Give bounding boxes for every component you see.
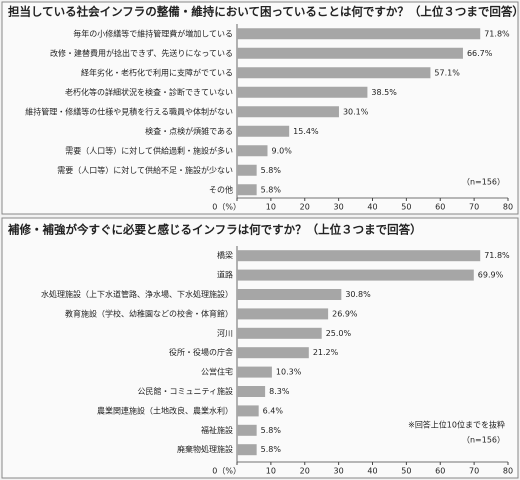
bar (237, 327, 322, 339)
x-tick-label: 0（%） (212, 203, 241, 212)
bar (237, 250, 481, 262)
x-tick-label: 10 (266, 203, 276, 212)
value-label: 25.0% (326, 329, 352, 338)
category-label: 水処理施設（上下水道管路、浄水場、下水処理施設） (41, 289, 233, 299)
category-label: 河川 (217, 328, 233, 338)
bar (237, 424, 257, 436)
category-label: その他 (209, 184, 233, 194)
category-label: 福祉施設 (201, 425, 233, 435)
bar (237, 289, 342, 300)
category-label: 検査・点検が煩雑である (145, 126, 233, 136)
value-label: 5.8% (261, 166, 282, 175)
category-label: 教育施設（学校、幼稚園などの校舎・体育館） (65, 308, 233, 318)
category-label: 経年劣化・老朽化で利用に支障がでている (81, 67, 233, 77)
bar (237, 405, 259, 417)
value-label: 66.7% (467, 49, 493, 58)
x-tick-label: 10 (266, 467, 276, 476)
category-label: 需要（人口等）に対して供給過剰・施設が多い (65, 145, 233, 155)
value-label: 8.3% (269, 387, 290, 396)
bar (237, 444, 257, 456)
bar (237, 308, 329, 320)
value-label: 69.9% (478, 271, 504, 280)
category-label: 老朽化等の詳細状況を検査・診断できていない (65, 87, 233, 97)
x-tick-label: 60 (435, 467, 445, 476)
chart-title: 担当している社会インフラの整備・維持において困っていることは何ですか？（上位３つ… (8, 5, 520, 19)
x-tick-label: 40 (367, 203, 377, 212)
bar (237, 47, 463, 59)
bar (237, 347, 309, 359)
value-label: 10.3% (276, 368, 302, 377)
bar (237, 386, 266, 397)
bar (237, 366, 272, 378)
value-label: 57.1% (434, 68, 460, 77)
bar (237, 269, 474, 281)
value-label: 5.8% (261, 445, 282, 454)
value-label: 9.0% (271, 146, 292, 155)
value-label: 26.9% (332, 309, 358, 318)
category-label: 毎年の小修繕等で維持管理費が増加している (73, 28, 233, 38)
x-tick-label: 30 (334, 467, 344, 476)
value-label: 30.1% (343, 107, 369, 116)
bar (237, 67, 431, 79)
category-label: 維持管理・修繕等の仕様や見積を行える職員や体制がない (25, 106, 233, 116)
note: ※回答上位10位までを抜粋 (408, 420, 505, 430)
x-tick-label: 40 (367, 467, 377, 476)
x-tick-label: 50 (401, 467, 411, 476)
value-label: 30.8% (345, 290, 371, 299)
note: （n=156） (462, 178, 505, 187)
x-tick-label: 70 (469, 467, 479, 476)
x-tick-label: 70 (469, 203, 479, 212)
note: （n=156） (462, 436, 505, 445)
category-label: 廃棄物処理施設 (177, 444, 233, 454)
category-label: 役所・役場の庁舎 (169, 347, 233, 357)
bar (237, 125, 290, 137)
value-label: 21.2% (313, 348, 339, 357)
bar (237, 164, 257, 176)
x-tick-label: 30 (334, 203, 344, 212)
x-tick-label: 20 (300, 203, 310, 212)
bar (237, 184, 257, 196)
chart-title: 補修・補強が今すぐに必要と感じるインフラは何ですか？（上位３つまで回答） (7, 223, 422, 237)
x-tick-label: 80 (503, 467, 513, 476)
category-label: 橋梁 (217, 250, 233, 260)
x-tick-label: 0（%） (212, 467, 241, 476)
x-tick-label: 60 (435, 203, 445, 212)
bar (237, 145, 268, 157)
value-label: 71.8% (484, 251, 510, 260)
bar (237, 106, 339, 118)
value-label: 15.4% (293, 127, 319, 136)
category-label: 道路 (217, 270, 233, 280)
x-tick-label: 80 (503, 203, 513, 212)
category-label: 改修・建替費用が捻出できず、先送りになっている (50, 48, 233, 58)
bar (237, 28, 481, 40)
bar (237, 86, 368, 98)
value-label: 71.8% (484, 29, 510, 38)
category-label: 農業関連施設（土地改良、農業水利） (97, 405, 233, 415)
value-label: 38.5% (371, 88, 397, 97)
category-label: 需要（人口等）に対して供給不足・施設が少ない (57, 165, 233, 175)
value-label: 5.8% (261, 185, 282, 194)
x-tick-label: 20 (300, 467, 310, 476)
value-label: 6.4% (263, 406, 284, 415)
category-label: 公営住宅 (201, 367, 233, 377)
value-label: 5.8% (261, 426, 282, 435)
category-label: 公民館・コミュニティ施設 (137, 386, 233, 396)
x-tick-label: 50 (401, 203, 411, 212)
